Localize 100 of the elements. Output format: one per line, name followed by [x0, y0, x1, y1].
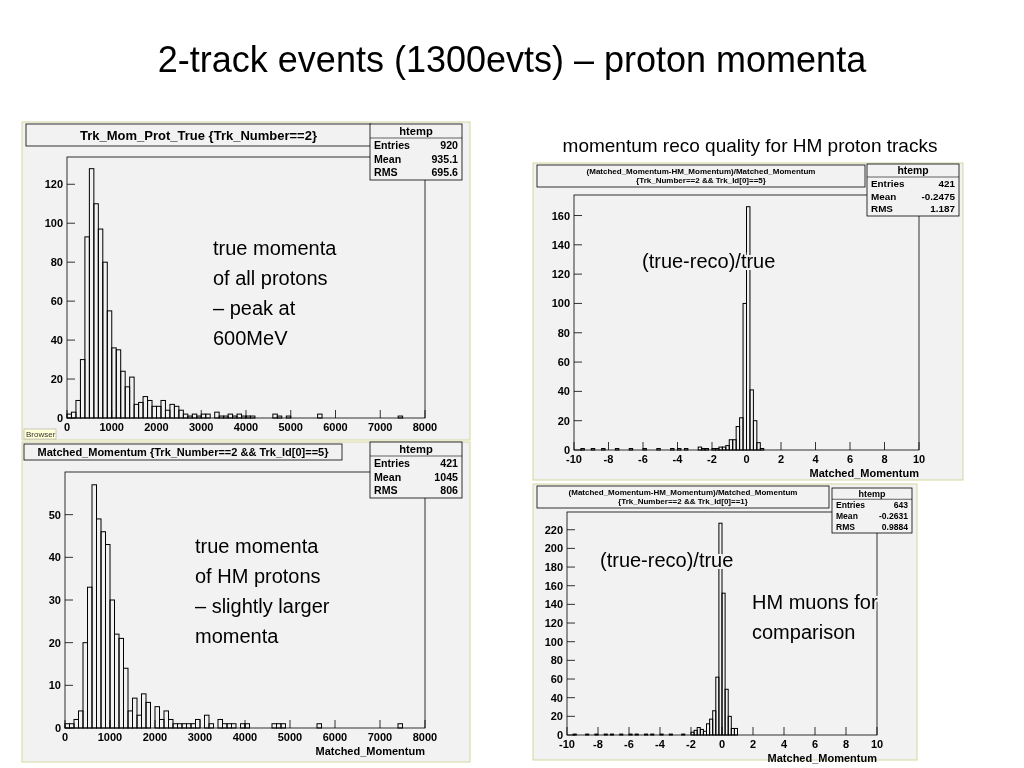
y-tick-label: 180 [544, 561, 563, 574]
x-tick-label: 4000 [232, 731, 258, 743]
x-tick-label: 0 [718, 738, 726, 750]
x-tick-label: 8000 [412, 731, 438, 743]
chart-title: Matched_Momentum {Trk_Number==2 && Trk_Id[0]==5} [37, 445, 330, 458]
x-tick-label: 10 [870, 738, 884, 750]
x-tick-label: 8 [842, 738, 850, 750]
x-axis-title: Matched_Momentum [809, 467, 920, 479]
x-tick-label: -6 [638, 453, 648, 465]
text: 1.187 [930, 203, 956, 215]
y-tick-label: 60 [550, 673, 563, 686]
x-tick-label: -6 [624, 738, 634, 750]
y-tick-label: 0 [56, 412, 63, 424]
x-tick-label: 1000 [97, 731, 123, 743]
x-tick-label: 0 [63, 421, 71, 433]
text: Browser [26, 430, 56, 439]
text: htemp [399, 125, 433, 138]
y-tick-label: 160 [551, 209, 570, 222]
text: 2-track events (1300evts) – proton momenta [157, 39, 868, 80]
annotation: Mean [374, 152, 402, 165]
y-tick-label: 80 [550, 654, 563, 667]
x-tick-label: 7000 [368, 421, 393, 433]
text: Entries [871, 178, 905, 190]
x-tick-label: 2000 [144, 421, 169, 433]
x-tick-label: 6 [846, 453, 854, 465]
text: Entries [374, 139, 411, 152]
text: 421 [938, 178, 956, 190]
x-tick-label: 3000 [189, 421, 214, 433]
x-tick-label: -4 [655, 738, 666, 750]
y-tick-label: 20 [48, 636, 61, 649]
text: htemp [858, 489, 886, 499]
chart-subtitle: Trk_Mom_Prot_True {Trk_Number==2} [80, 127, 317, 143]
text: Entries [836, 500, 866, 511]
text: -0.2631 [879, 511, 909, 522]
y-tick-label: 40 [557, 385, 570, 398]
annotation: HM muons for comparison [752, 591, 878, 643]
x-tick-label: 6 [811, 738, 819, 750]
x-tick-label: 3000 [187, 731, 213, 743]
y-tick-label: 220 [544, 523, 563, 536]
x-tick-label: 4000 [233, 421, 259, 433]
y-tick-label: 140 [544, 598, 563, 611]
annotation: Mean [871, 190, 897, 202]
x-tick-label: -10 [566, 453, 582, 465]
y-tick-label: 60 [50, 295, 63, 308]
y-tick-label: 120 [44, 178, 63, 191]
annotation: Mean [836, 511, 858, 522]
x-tick-label: -2 [707, 453, 717, 465]
y-tick-label: 30 [48, 594, 61, 606]
x-tick-label: -8 [603, 453, 614, 465]
text: 935.1 [431, 152, 459, 165]
y-tick-label: 20 [50, 373, 63, 386]
text: 643 [893, 500, 909, 511]
x-tick-label: 6000 [323, 421, 348, 433]
x-axis-title: Matched_Momentum [767, 752, 878, 764]
x-tick-label: 4 [780, 738, 788, 750]
annotation: true momenta of all protons – peak at 600MeV [213, 237, 338, 349]
x-tick-label: 8 [881, 453, 888, 465]
y-tick-label: 0 [563, 444, 570, 456]
annotation: RMS [836, 521, 856, 532]
annotation: Mean [374, 470, 402, 483]
y-tick-label: 40 [50, 334, 63, 347]
y-tick-label: 120 [544, 617, 563, 630]
y-tick-label: 20 [557, 414, 570, 427]
y-tick-label: 100 [44, 217, 63, 230]
annotation: RMS [374, 484, 398, 497]
text: 421 [440, 457, 459, 470]
y-tick-label: 140 [551, 238, 570, 251]
x-tick-label: 6000 [322, 731, 348, 743]
y-tick-label: 160 [544, 579, 563, 592]
text: 0.9884 [881, 521, 909, 532]
x-tick-label: 10 [912, 453, 926, 465]
y-tick-label: 80 [50, 256, 63, 269]
y-tick-label: 120 [551, 268, 570, 281]
text: 920 [440, 139, 459, 152]
y-tick-label: 200 [544, 542, 563, 555]
annotation: RMS [374, 166, 398, 179]
y-tick-label: 100 [551, 297, 570, 310]
x-tick-label: 4 [812, 453, 820, 465]
text: 695.6 [431, 166, 459, 179]
text: htemp [897, 165, 929, 177]
chart-title: momentum reco quality for HM proton tracks [562, 135, 938, 156]
x-tick-label: 8000 [412, 421, 438, 433]
text: htemp [399, 443, 433, 456]
x-tick-label: 2 [749, 738, 757, 750]
annotation: RMS [871, 203, 894, 215]
x-tick-label: 7000 [367, 731, 393, 743]
x-axis-title: Matched_Momentum [315, 745, 426, 757]
chart-title: (Matched_Momentum-HM_Momentum)/Matched_Momentum {Trk_Number==2 && Trk_Id[0]==1} [568, 488, 798, 507]
chart-subtitle: (Matched_Momentum-HM_Momentum)/Matched_Momentum {Trk_Number==2 && Trk_Id[0]==5} [586, 167, 816, 186]
x-tick-label: 5000 [278, 421, 303, 433]
y-tick-label: 100 [544, 635, 563, 648]
x-tick-label: 5000 [277, 731, 303, 743]
x-tick-label: -4 [672, 453, 684, 465]
y-tick-label: 10 [48, 679, 61, 692]
y-tick-label: 60 [557, 356, 570, 369]
y-tick-label: 50 [48, 508, 61, 521]
y-tick-label: 20 [550, 710, 563, 723]
x-tick-label: -2 [686, 738, 696, 750]
y-tick-label: 80 [557, 326, 570, 339]
x-tick-label: 0 [743, 453, 750, 465]
